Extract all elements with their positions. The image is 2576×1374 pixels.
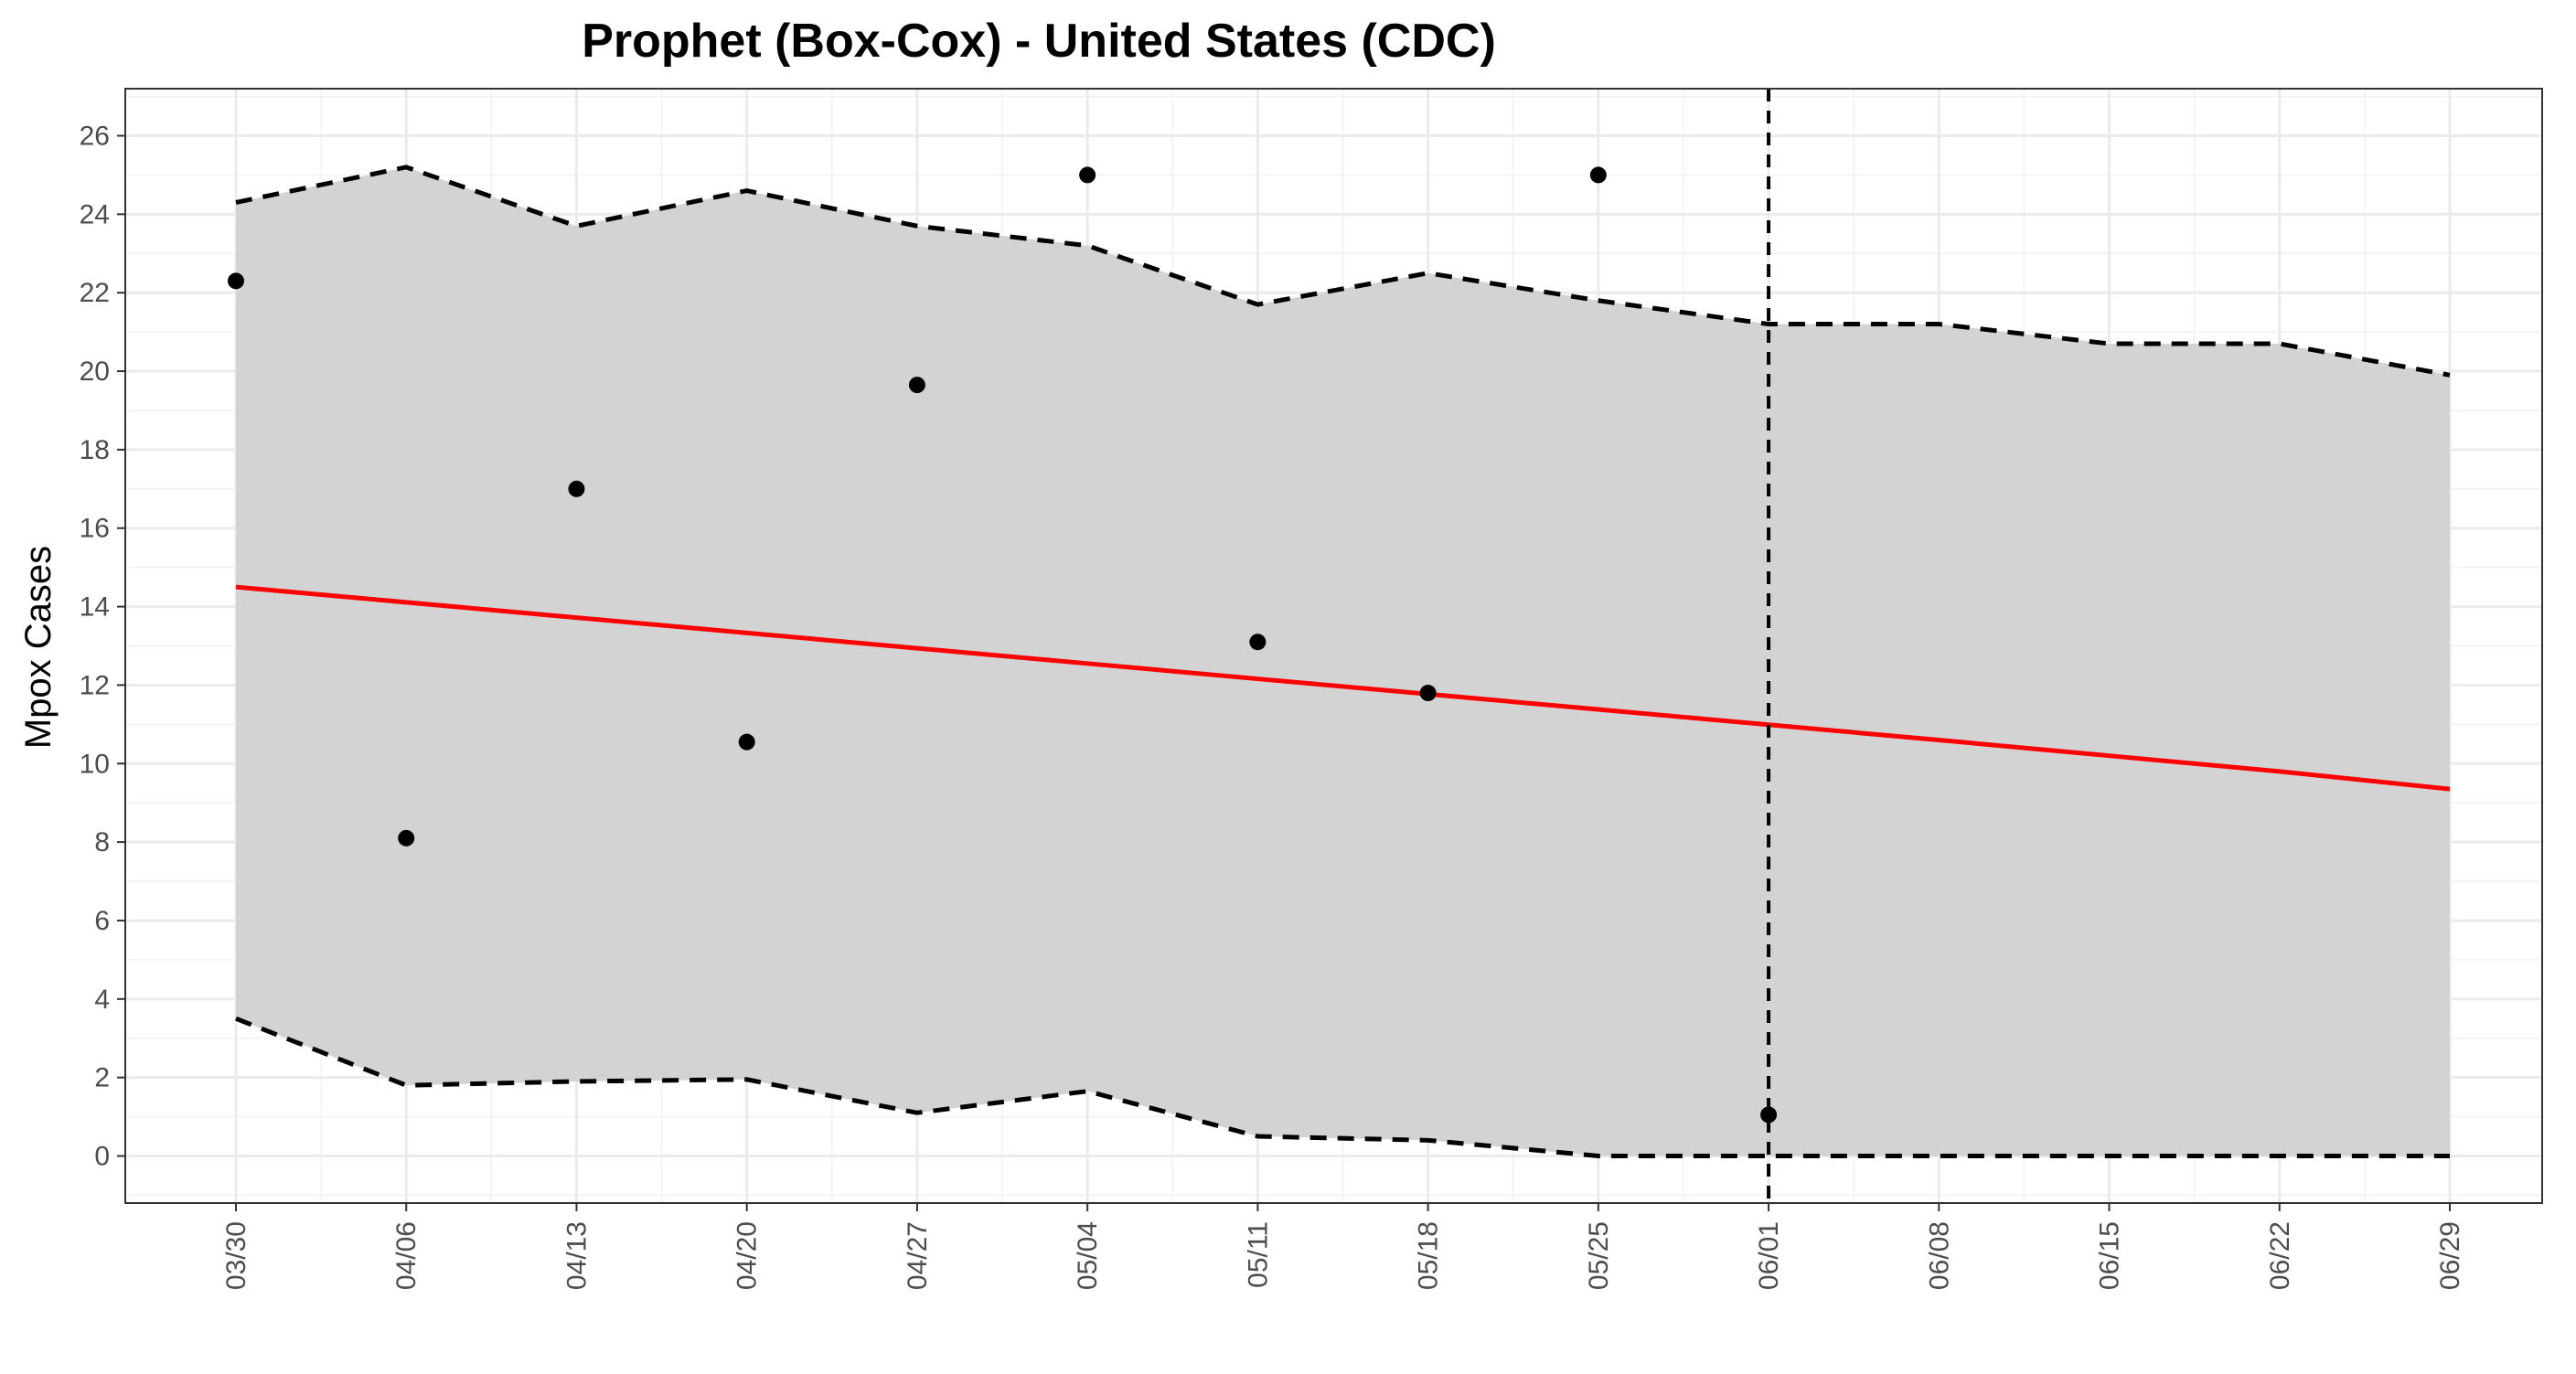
y-tick-label: 20 [80, 357, 110, 387]
y-tick-label: 12 [80, 670, 110, 700]
data-point [738, 733, 755, 751]
data-point [568, 480, 585, 497]
y-tick-label: 16 [80, 514, 110, 544]
x-tick-label: 05/25 [1584, 1221, 1614, 1290]
chart-title: Prophet (Box-Cox) - United States (CDC) [582, 15, 1496, 68]
y-tick-label: 2 [94, 1063, 110, 1093]
data-point [1249, 634, 1267, 651]
x-tick-label: 06/08 [1924, 1221, 1954, 1290]
y-tick-label: 10 [80, 749, 110, 779]
y-tick-label: 4 [94, 985, 110, 1015]
data-point [398, 829, 415, 847]
prediction-interval-band [236, 166, 2450, 1156]
data-point [908, 377, 925, 394]
x-tick-label: 05/11 [1243, 1221, 1273, 1288]
plot-border [124, 88, 2543, 1204]
y-tick-label: 0 [94, 1141, 110, 1171]
forecast-line [235, 584, 2451, 792]
y-axis-label: Mpox Cases [18, 546, 59, 749]
data-point [1079, 166, 1096, 184]
x-tick-label: 05/18 [1414, 1221, 1444, 1290]
x-tick-label: 06/01 [1754, 1221, 1784, 1290]
lower-bound-line [235, 1016, 2450, 1158]
x-tick-label: 04/20 [732, 1221, 763, 1290]
y-tick-label: 22 [80, 278, 110, 308]
x-tick-label: 03/30 [221, 1221, 251, 1290]
x-tick-label: 05/04 [1073, 1221, 1103, 1290]
x-tick-label: 06/22 [2265, 1221, 2295, 1290]
y-tick-label: 14 [80, 592, 110, 623]
data-point [1760, 1106, 1778, 1124]
y-tick-label: 24 [80, 199, 110, 229]
x-tick-label: 04/27 [903, 1221, 933, 1290]
y-tick-label: 6 [94, 906, 110, 936]
data-point [1589, 166, 1607, 184]
data-point [228, 272, 244, 290]
x-tick-label: 06/15 [2095, 1221, 2125, 1290]
x-tick-label: 06/29 [2435, 1221, 2465, 1290]
y-tick-label: 26 [80, 122, 110, 152]
data-point [1419, 685, 1437, 702]
x-tick-label: 04/06 [391, 1221, 422, 1290]
y-tick-label: 8 [94, 827, 110, 857]
upper-bound-line [235, 165, 2451, 378]
x-tick-label: 04/13 [561, 1221, 592, 1290]
y-tick-label: 18 [80, 435, 110, 465]
